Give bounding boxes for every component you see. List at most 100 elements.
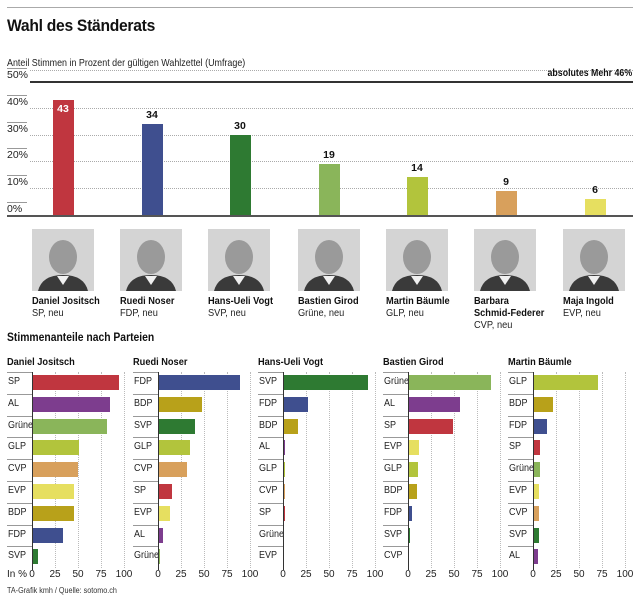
row-divider <box>133 459 158 461</box>
portrait-maja-ingold <box>563 229 625 291</box>
party-label: BDP <box>384 485 403 496</box>
party-label: AL <box>509 550 521 562</box>
x-tick-label: 0 <box>405 569 411 580</box>
row-divider <box>258 546 283 548</box>
party-bar <box>32 375 120 390</box>
x-tick-label: 25 <box>425 569 437 580</box>
x-tick-label: 0 <box>29 569 35 580</box>
panel-gridline <box>500 372 501 569</box>
x-tick-label: 0 <box>280 569 286 580</box>
panel-gridline <box>101 372 102 569</box>
candidate-party: GLP, neu <box>386 307 424 319</box>
party-label: CVP <box>134 463 153 475</box>
source-note: TA-Grafik kmh / Quelle: sotomo.ch <box>7 586 117 595</box>
party-bar <box>533 505 540 521</box>
x-axis-baseline <box>7 215 633 217</box>
panel-gridline <box>375 372 376 569</box>
panel-axis <box>32 372 33 571</box>
panel-title: Bastien Girod <box>383 356 444 368</box>
section-title: Stimmenanteile nach Parteien <box>7 332 155 344</box>
row-divider <box>7 415 32 417</box>
party-label: FDP <box>509 419 527 431</box>
gridline <box>30 134 633 136</box>
row-divider <box>258 524 283 526</box>
portrait-daniel-jositsch <box>32 229 94 291</box>
bar <box>141 123 163 215</box>
majority-line <box>30 81 633 83</box>
party-bar <box>32 527 64 543</box>
y-tick-label: 20% <box>7 149 29 162</box>
x-tick-label: 0 <box>155 569 161 580</box>
row-divider <box>383 524 408 526</box>
data-label: 34 <box>146 108 158 121</box>
candidate-name: Hans-Ueli Vogt <box>208 295 274 307</box>
party-label: SVP <box>509 528 528 540</box>
party-label: FDP <box>384 506 402 518</box>
x-axis-unit-label: In % <box>7 569 28 580</box>
party-label: GLP <box>384 463 403 475</box>
row-divider <box>7 481 32 482</box>
party-label: SVP <box>259 376 278 387</box>
party-label: AL <box>259 441 271 453</box>
portrait-bastien-girod <box>298 229 360 291</box>
party-label: GLP <box>8 441 27 453</box>
panel-gridline <box>579 372 580 569</box>
candidate-party: EVP, neu <box>563 307 601 319</box>
row-divider <box>258 437 283 439</box>
panel-gridline <box>477 372 478 569</box>
panel-gridline <box>556 372 557 569</box>
x-tick-label: 100 <box>366 569 384 580</box>
x-tick-label: 75 <box>346 569 358 580</box>
panel-gridline <box>352 372 353 569</box>
row-divider <box>133 415 158 417</box>
x-tick-label: 50 <box>573 569 585 580</box>
row-divider <box>133 393 158 395</box>
row-divider <box>133 502 158 504</box>
x-tick-label: 25 <box>300 569 312 580</box>
candidate-party: SP, neu <box>32 307 64 319</box>
panel-gridline <box>454 372 455 569</box>
party-label: Grüne <box>509 463 535 475</box>
party-label: CVP <box>384 550 403 562</box>
top-rule <box>7 7 633 8</box>
party-label: BDP <box>134 397 153 409</box>
party-bar <box>158 505 170 521</box>
party-bar <box>158 484 172 499</box>
panel-axis <box>533 372 534 571</box>
party-label: SP <box>509 441 522 453</box>
party-bar <box>158 375 240 390</box>
party-label: EVP <box>384 441 403 453</box>
party-bar <box>533 527 539 543</box>
party-label: GLP <box>134 441 153 453</box>
row-divider <box>508 372 533 373</box>
bar <box>318 164 340 215</box>
row-divider <box>7 524 32 526</box>
party-label: SVP <box>134 419 153 431</box>
party-bar <box>533 375 599 390</box>
candidate-name: Maja Ingold <box>563 295 614 307</box>
party-bar <box>158 396 203 412</box>
row-divider <box>133 524 158 526</box>
data-label: 14 <box>411 162 423 175</box>
row-divider <box>133 437 158 439</box>
row-divider <box>383 393 408 395</box>
party-label: EVP <box>8 485 27 496</box>
data-label: 19 <box>323 149 335 162</box>
candidate-name: Martin Bäumle <box>386 295 450 307</box>
candidate-name: Barbara <box>474 295 509 307</box>
y-tick-label: 50% <box>7 69 29 81</box>
panel-title: Martin Bäumle <box>508 356 572 368</box>
row-divider <box>7 393 32 395</box>
row-divider <box>7 502 32 504</box>
row-divider <box>383 437 408 439</box>
party-label: AL <box>134 528 146 540</box>
party-label: Grüne <box>134 550 160 562</box>
party-label: BDP <box>8 506 27 518</box>
party-label: FDP <box>8 528 26 540</box>
party-bar <box>32 418 108 434</box>
row-divider <box>133 546 158 548</box>
party-bar <box>283 396 308 412</box>
y-tick-mark <box>7 148 27 150</box>
gridline <box>30 70 633 71</box>
candidate-party: CVP, neu <box>474 319 513 331</box>
